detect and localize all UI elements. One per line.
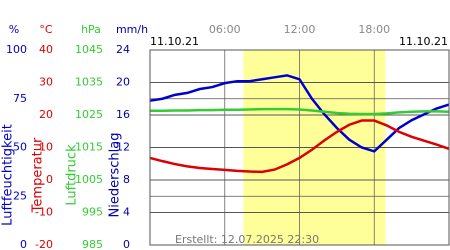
y-tick-label: 12 [116,141,130,154]
y-tick-label: 8 [123,173,130,186]
series-line [149,119,450,174]
x-tick-label: 06:00 [209,23,241,36]
y-tick-label: 1025 [75,108,103,121]
y-tick-label: 100 [6,43,27,56]
y-tick-label: 1005 [75,173,103,186]
y-tick-label: 20 [39,108,53,121]
y-tick-label: 0 [20,238,27,250]
series-line [149,74,450,153]
y-tick-label: 75 [13,92,27,105]
x-tick-label: 18:00 [358,23,390,36]
y-tick-label: 30 [39,76,53,89]
y-tick-label: -20 [35,238,53,250]
axis-unit: hPa [81,23,101,36]
y-tick-label: 25 [13,189,27,202]
y-tick-label: 1015 [75,141,103,154]
plot-area [149,49,450,246]
y-tick-label: 4 [123,206,130,219]
y-tick-label: 50 [13,141,27,154]
x-tick-label: 12:00 [284,23,316,36]
y-tick-label: 0 [123,238,130,250]
footer: Erstellt: 12.07.2025 22:30 [175,233,319,246]
date-left: 11.10.21 [150,35,199,48]
y-tick-label: 0 [46,173,53,186]
axis-title: Luftdruck [65,144,80,206]
y-tick-label: 1035 [75,76,103,89]
y-tick-label: 1045 [75,43,103,56]
y-tick-label: 10 [39,141,53,154]
y-tick-label: 995 [82,206,103,219]
date-right: 11.10.21 [399,35,448,48]
y-tick-label: -10 [35,206,53,219]
axis-title: Niederschlag [108,133,123,218]
y-tick-label: 40 [39,43,53,56]
axis-unit: °C [39,23,53,36]
y-tick-label: 16 [116,108,130,121]
y-tick-label: 24 [116,43,130,56]
axis-title: Temperatur [31,137,46,213]
y-tick-label: 20 [116,76,130,89]
axis-title: Luftfeuchtigkeit [1,124,16,226]
axis-unit: % [9,23,19,36]
y-tick-label: 985 [82,238,103,250]
series-line [150,107,450,116]
axis-unit: mm/h [116,23,148,36]
